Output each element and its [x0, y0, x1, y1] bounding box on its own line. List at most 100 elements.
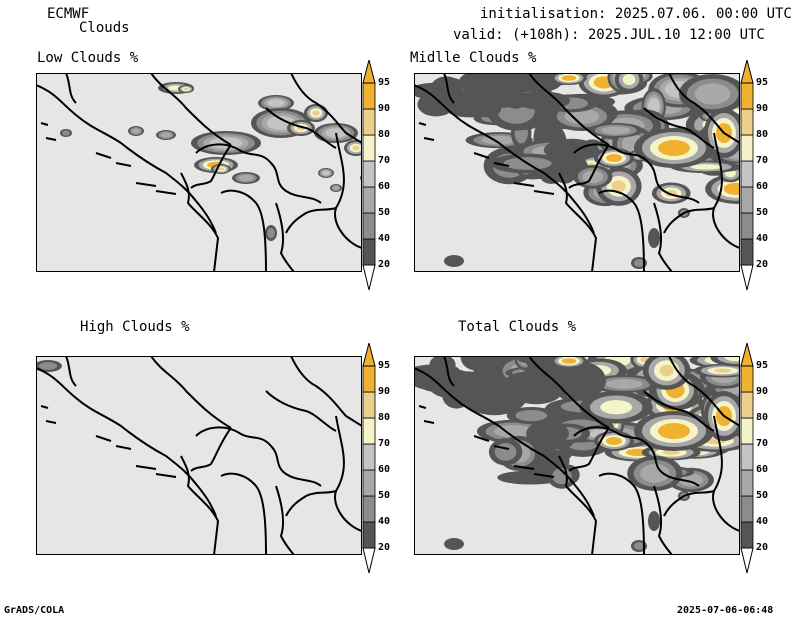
cloud-core	[241, 176, 251, 180]
cloud-contour	[462, 356, 506, 370]
colorbar-low	[362, 60, 376, 292]
colorbar-tick-label: 60	[378, 464, 391, 475]
colorbar-total	[740, 343, 754, 575]
map-middle-svg	[414, 73, 740, 272]
product-label: Clouds	[79, 20, 130, 36]
cloud-core	[636, 261, 642, 265]
colorbar-top-triangle	[362, 60, 376, 84]
colorbar-segment	[740, 186, 754, 214]
colorbar-tick-label: 70	[378, 155, 391, 166]
cloud-core	[563, 358, 575, 364]
cloud-core	[726, 184, 740, 194]
cloud-core	[43, 364, 53, 368]
colorbar-tick-label: 80	[378, 129, 391, 140]
map-frame	[36, 356, 362, 555]
colorbar-segment	[362, 238, 376, 266]
map-high-clouds	[36, 356, 362, 555]
cloud-core	[535, 372, 546, 377]
cloud-core	[64, 131, 68, 135]
cloud-core	[614, 381, 635, 387]
colorbar-segment	[362, 160, 376, 188]
colorbar-below-triangle	[740, 547, 754, 574]
colorbar-tick-label: 50	[378, 207, 391, 218]
colorbar-segment	[740, 108, 754, 136]
border-lines	[36, 73, 362, 272]
map-background	[36, 73, 362, 272]
cloud-core	[608, 438, 620, 444]
cloud-core	[695, 164, 717, 169]
valid-time: valid: (+108h): 2025.JUL.10 12:00 UTC	[453, 27, 765, 43]
colorbar-tick-label: 20	[378, 542, 391, 553]
colorbar-tick-label: 40	[756, 233, 769, 244]
map-frame	[414, 356, 740, 555]
cloud-core	[726, 170, 735, 177]
cloud-core	[451, 259, 457, 263]
cloud-core	[270, 100, 282, 106]
panel-title-low: Low Clouds %	[37, 50, 139, 66]
panel-title-total: Total Clouds %	[458, 319, 577, 335]
cloud-core	[662, 425, 686, 437]
cloud-core	[323, 171, 329, 175]
cloud-fields	[414, 73, 740, 269]
colorbar-tick-label: 50	[756, 490, 769, 501]
cloud-core	[532, 356, 540, 362]
colorbar-tick-label: 70	[378, 438, 391, 449]
colorbar-tick-label: 80	[756, 412, 769, 423]
colorbar-segment	[740, 443, 754, 471]
cloud-core	[662, 450, 680, 455]
colorbar-segment	[362, 417, 376, 445]
panel-title-high: High Clouds %	[80, 319, 190, 335]
cloud-core	[430, 100, 442, 109]
colorbar-segment	[362, 82, 376, 110]
cloud-core	[269, 230, 273, 236]
colorbar-segment	[362, 212, 376, 240]
map-total-svg	[414, 356, 740, 555]
cloud-core	[163, 133, 169, 137]
cloud-core	[504, 78, 514, 88]
border-lines	[36, 356, 362, 555]
cloud-core	[477, 356, 491, 361]
cloud-core	[572, 111, 592, 121]
colorbar-segment	[740, 134, 754, 162]
colorbar-tick-label: 70	[756, 438, 769, 449]
cloud-core	[659, 364, 674, 377]
footer-software: GrADS/COLA	[4, 605, 65, 616]
cloud-core	[454, 99, 462, 105]
cloud-core	[428, 368, 443, 372]
colorbar-tick-label: 60	[756, 464, 769, 475]
map-background	[36, 356, 362, 555]
border-lines	[414, 73, 740, 272]
cloud-core	[534, 97, 551, 104]
colorbar-top-triangle	[740, 343, 754, 367]
model-label: ECMWF	[47, 6, 90, 22]
colorbar-segment	[740, 212, 754, 240]
colorbar-segment	[740, 469, 754, 497]
cloud-core	[183, 87, 189, 91]
cloud-core	[312, 110, 320, 116]
colorbar-tick-label: 20	[756, 542, 769, 553]
cloud-core	[218, 167, 224, 171]
colorbar-segment	[362, 186, 376, 214]
footer-timestamp: 2025-07-06-06:48	[677, 605, 774, 616]
colorbar-tick-label: 90	[756, 103, 769, 114]
cloud-fields	[36, 360, 62, 372]
map-high-svg	[36, 356, 362, 555]
colorbar-top-triangle	[362, 343, 376, 367]
colorbar-segment	[362, 391, 376, 419]
colorbar-segment	[362, 521, 376, 549]
colorbar-tick-label: 95	[378, 360, 391, 371]
colorbar-high	[362, 343, 376, 575]
colorbar-segment	[362, 495, 376, 523]
map-frame	[414, 73, 740, 272]
colorbar-tick-label: 95	[756, 77, 769, 88]
colorbar-segment	[362, 443, 376, 471]
cloud-core	[662, 142, 686, 154]
colorbar-segment	[740, 521, 754, 549]
cloud-core	[650, 100, 658, 112]
cloud-core	[624, 75, 634, 84]
colorbar-tick-label: 60	[378, 181, 391, 192]
colorbar-segment	[740, 160, 754, 188]
colorbar-tick-label: 70	[756, 155, 769, 166]
colorbar-below-triangle	[362, 547, 376, 574]
cloud-core	[702, 87, 723, 100]
